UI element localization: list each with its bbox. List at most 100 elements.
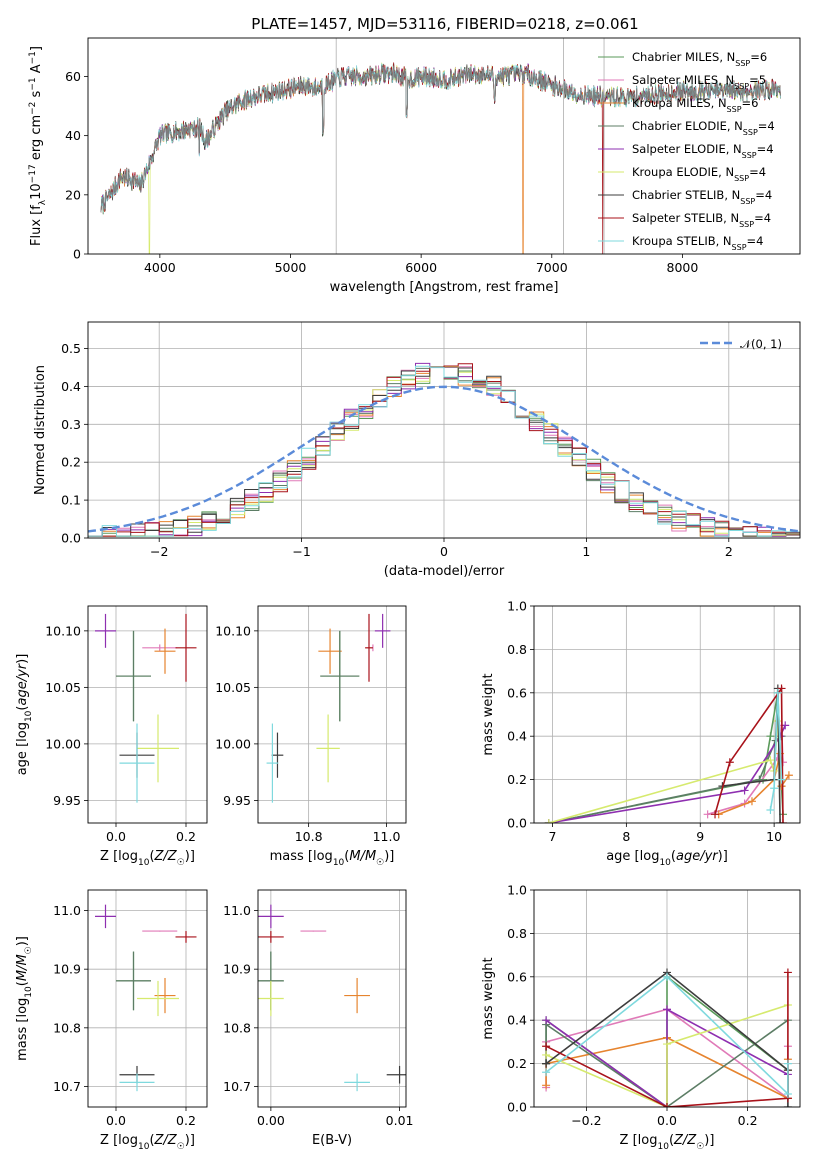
panel-age_vs_mass: 10.8 11.0 9.95 10.00 10.05 10.10 <box>215 606 406 844</box>
x-label-part: 10 <box>659 858 671 868</box>
weight-point-kroupa_elodie <box>663 1040 671 1049</box>
y-label-part: ( <box>15 706 30 711</box>
axes-frame <box>87 889 208 1108</box>
y-tick-label: 0.5 <box>61 341 81 356</box>
x-tick-label: 6000 <box>405 260 437 275</box>
residual-series <box>88 362 800 537</box>
legend-name: Kroupa ELODIE, N <box>632 165 734 179</box>
weight-line-salpeter_stelib <box>714 686 784 823</box>
axes-frame <box>87 321 801 539</box>
x-tick-label: 5000 <box>275 260 307 275</box>
figure-title: PLATE=1457, MJD=53116, FIBERID=0218, z=0… <box>251 15 638 33</box>
panel-mass_vs_Z: 0.0 0.2 10.7 10.8 10.9 11.0 <box>53 890 207 1128</box>
weight-point-salpeter_elodie <box>663 1005 671 1014</box>
legend-sub: SSP <box>734 174 749 183</box>
errorbar-series-mass_vs_ebv <box>258 904 406 1092</box>
x-label-part: M/M <box>349 849 376 864</box>
x-tick-label: 0.00 <box>257 1113 285 1128</box>
legend-label-gaussian: 𝒩(0, 1) <box>740 337 782 351</box>
y-label-part: mass weight <box>481 957 496 1039</box>
y-tick-label: 20 <box>65 187 81 202</box>
x-label-part: )] <box>704 1133 714 1148</box>
x-label-part: age/yr <box>676 849 719 864</box>
y-label-part: age/yr <box>15 662 30 705</box>
y-label-part: erg cm <box>29 115 44 164</box>
legend-label-kroupa_elodie: Kroupa ELODIE, NSSP=4 <box>632 165 766 183</box>
y-label-part: 10 <box>29 183 44 200</box>
legend-name: Chabrier STELIB, N <box>632 188 740 202</box>
x-label-part: )] <box>384 849 394 864</box>
y-tick-label: 0.2 <box>507 1056 527 1071</box>
panel-age_vs_Z: 0.0 0.2 9.95 10.00 10.05 10.10 <box>45 606 207 844</box>
x-axis-label: age [log10(age/yr)] <box>606 849 728 868</box>
residual-hist-kroupa_stelib <box>88 365 800 537</box>
legend-name: Chabrier MILES, N <box>632 50 735 64</box>
x-tick-label: 1 <box>582 544 590 559</box>
panel-weight_vs_Z: −0.2 0.0 0.2 0.0 0.2 0.4 0.6 0.8 1.0 <box>507 883 800 1128</box>
x-label-part: Z/Z <box>673 1133 697 1148</box>
y-axis-label: age [log10(age/yr)] <box>15 654 34 776</box>
weight-point-kroupa_elodie <box>544 819 553 823</box>
y-tick-label: 0.4 <box>61 379 81 394</box>
panel-mass_vs_ebv: 0.00 0.01 10.7 10.8 10.9 11.0 <box>223 890 413 1128</box>
y-tick-label: 10.7 <box>223 1079 251 1094</box>
weight-point-kroupa_stelib <box>542 1068 551 1077</box>
x-label-part: Z [log <box>100 849 138 864</box>
y-label-part: M/M <box>15 954 30 981</box>
y-tick-label: 10.05 <box>215 680 251 695</box>
x-label-part: E(B-V) <box>312 1133 352 1148</box>
legend-n: =4 <box>754 211 771 225</box>
x-label-part: ( <box>149 1133 154 1148</box>
axes-frame <box>257 889 407 1108</box>
weight-point-chabrier_miles <box>766 732 775 741</box>
weight-point-kroupa_stelib <box>766 805 775 814</box>
weight-point-salpeter_stelib <box>777 684 786 693</box>
legend-label-chabrier_elodie: Chabrier ELODIE, NSSP=4 <box>632 119 775 137</box>
weight-point-salpeter_stelib <box>725 758 734 767</box>
x-label-part: Z/Z <box>154 849 178 864</box>
legend-n: =5 <box>749 73 766 87</box>
y-label-part: −2 <box>28 102 38 115</box>
x-label-part: ( <box>149 849 154 864</box>
y-tick-label: 0.2 <box>507 772 527 787</box>
y-axis-label: Normed distribution <box>33 365 48 495</box>
y-tick-label: 10.8 <box>223 1020 251 1035</box>
legend-sub: SSP <box>742 151 757 160</box>
weight-point-chabrier_stelib <box>776 819 785 823</box>
weight-point-salpeter_stelib <box>663 1103 671 1107</box>
legend-label-kroupa_stelib: Kroupa STELIB, NSSP=4 <box>632 234 763 252</box>
weight-point-kroupa_miles <box>784 771 793 780</box>
axes-frame <box>533 889 801 1108</box>
y-tick-label: 10.8 <box>53 1020 81 1035</box>
x-tick-label: 8000 <box>667 260 699 275</box>
weight-point-kroupa_stelib <box>773 688 782 697</box>
y-tick-label: 0.8 <box>507 642 527 657</box>
y-tick-label: 10.05 <box>45 680 81 695</box>
legend-sub: SSP <box>743 128 758 137</box>
weight-point-kroupa_miles <box>747 797 756 806</box>
x-label-part: Z [log <box>100 1133 138 1148</box>
x-axis-label: E(B-V) <box>312 1133 352 1148</box>
x-label-part: Z/Z <box>154 1133 178 1148</box>
x-axis-label: Z [log10(Z/Z☉)] <box>100 849 195 868</box>
y-label-part: s <box>29 90 44 101</box>
y-axis-label: Flux [fλ10−17 erg cm−2 s−1 A−1] <box>28 46 48 246</box>
y-label-part: )] <box>15 654 30 664</box>
x-tick-label: 11.0 <box>373 829 401 844</box>
legend-n: =4 <box>755 188 772 202</box>
y-label-part: A <box>29 64 44 77</box>
x-tick-label: 10.8 <box>295 829 323 844</box>
weight-point-chabrier_elodie <box>755 775 764 784</box>
y-tick-label: 0.4 <box>507 729 527 744</box>
spectrum-observed-line <box>100 65 781 212</box>
y-tick-label: 10.7 <box>53 1079 81 1094</box>
panel-spectrum: 4000 5000 6000 7000 8000 0 20 40 60 <box>65 69 698 275</box>
weight-point-salpeter_stelib <box>779 819 788 823</box>
weight-point-kroupa_stelib <box>663 972 671 981</box>
y-label-part: Flux [f <box>29 205 44 246</box>
y-label-part: 10 <box>24 986 34 998</box>
y-label-part: −1 <box>28 77 38 90</box>
weight-line-salpeter_elodie <box>548 725 786 823</box>
y-tick-label: 0.2 <box>61 455 81 470</box>
